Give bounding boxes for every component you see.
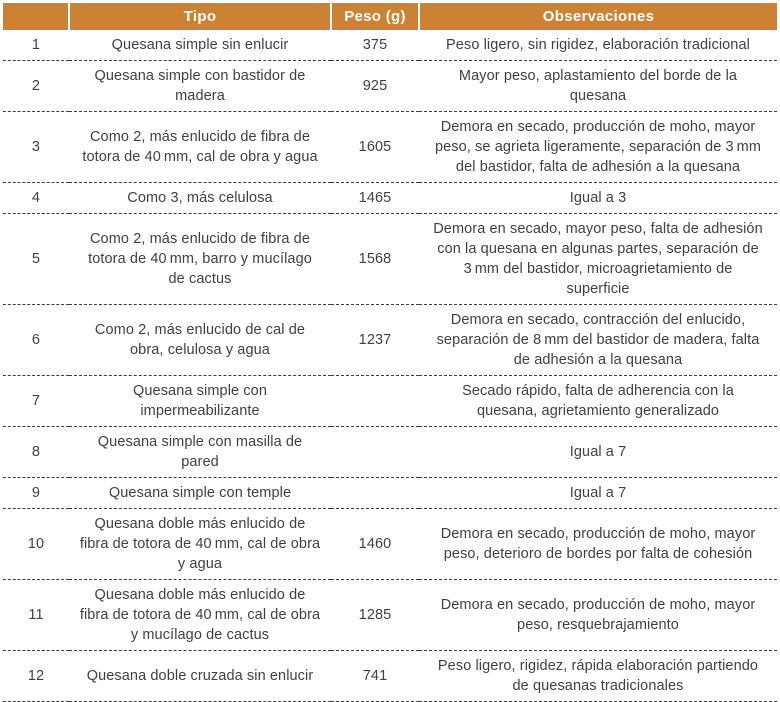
tipo-cell: Quesana simple con impermeabilizante: [69, 375, 331, 427]
header-peso: Peso (g): [330, 3, 419, 30]
peso-cell: 1460: [331, 508, 419, 580]
row-number-cell: 12: [3, 650, 69, 702]
tipo-cell: Quesana simple sin enlucir: [69, 30, 331, 61]
row-number-cell: 8: [3, 426, 69, 478]
tipo-cell: Quesana doble cruzada sin enlucir: [69, 650, 331, 702]
tipo-cell: Quesana doble más enlucido de fibra de t…: [69, 579, 331, 651]
observaciones-cell: Demora en secado, contracción del enluci…: [419, 304, 777, 376]
tipo-cell: Quesana doble más enlucido de fibra de t…: [69, 508, 331, 580]
table-row: 1 Quesana simple sin enlucir 375 Peso li…: [3, 30, 777, 61]
table-row: 10 Quesana doble más enlucido de fibra d…: [3, 508, 777, 580]
table-row: 12 Quesana doble cruzada sin enlucir 741…: [3, 650, 777, 702]
row-number-cell: 4: [3, 182, 69, 214]
header-observaciones: Observaciones: [418, 3, 777, 30]
peso-cell: 1285: [331, 579, 419, 651]
table-row: 8 Quesana simple con masilla de pared Ig…: [3, 426, 777, 478]
observaciones-cell: Mayor peso, aplastamiento del borde de l…: [419, 60, 777, 112]
tipo-cell: Quesana simple con temple: [69, 477, 331, 509]
peso-cell: [331, 477, 419, 509]
row-number-cell: 3: [3, 111, 69, 183]
tipo-cell: Quesana simple con masilla de pared: [69, 426, 331, 478]
row-number-cell: 11: [3, 579, 69, 651]
header-empty: [3, 3, 69, 30]
observaciones-cell: Igual a 3: [419, 182, 777, 214]
observaciones-cell: Peso ligero, sin rigidez, elaboración tr…: [419, 30, 777, 61]
row-number-cell: 6: [3, 304, 69, 376]
peso-cell: [331, 375, 419, 427]
peso-cell: 1465: [331, 182, 419, 214]
table-row: 4 Como 3, más celulosa 1465 Igual a 3: [3, 182, 777, 214]
tipo-cell: Quesana simple con bastidor de madera: [69, 60, 331, 112]
row-number-cell: 5: [3, 213, 69, 305]
table-row: 7 Quesana simple con impermeabilizante S…: [3, 375, 777, 427]
table-row: 2 Quesana simple con bastidor de madera …: [3, 60, 777, 112]
peso-cell: 741: [331, 650, 419, 702]
table-row: 5 Como 2, más enlucido de fibra de totor…: [3, 213, 777, 305]
table-row: 11 Quesana doble más enlucido de fibra d…: [3, 579, 777, 651]
row-number-cell: 7: [3, 375, 69, 427]
observaciones-cell: Demora en secado, producción de moho, ma…: [419, 508, 777, 580]
table-row: 9 Quesana simple con temple Igual a 7: [3, 477, 777, 509]
peso-cell: 1605: [331, 111, 419, 183]
tipo-cell: Como 3, más celulosa: [69, 182, 331, 214]
table-row: 3 Como 2, más enlucido de fibra de totor…: [3, 111, 777, 183]
row-number-cell: 10: [3, 508, 69, 580]
observaciones-cell: Peso ligero, rigidez, rápida elaboración…: [419, 650, 777, 702]
peso-cell: [331, 426, 419, 478]
row-number-cell: 2: [3, 60, 69, 112]
peso-cell: 375: [331, 30, 419, 61]
observaciones-cell: Demora en secado, mayor peso, falta de a…: [419, 213, 777, 305]
header-tipo: Tipo: [68, 3, 331, 30]
observaciones-cell: Demora en secado, producción de moho, ma…: [419, 111, 777, 183]
tipo-cell: Como 2, más enlucido de fibra de totora …: [69, 111, 331, 183]
peso-cell: 1237: [331, 304, 419, 376]
quesana-comparison-table: Tipo Peso (g) Observaciones 1 Quesana si…: [3, 3, 777, 702]
observaciones-cell: Demora en secado, producción de moho, ma…: [419, 579, 777, 651]
page-container: Tipo Peso (g) Observaciones 1 Quesana si…: [3, 3, 777, 702]
row-number-cell: 9: [3, 477, 69, 509]
peso-cell: 925: [331, 60, 419, 112]
observaciones-cell: Igual a 7: [419, 426, 777, 478]
tipo-cell: Como 2, más enlucido de cal de obra, cel…: [69, 304, 331, 376]
header-row: Tipo Peso (g) Observaciones: [3, 3, 777, 30]
table-row: 6 Como 2, más enlucido de cal de obra, c…: [3, 304, 777, 376]
observaciones-cell: Igual a 7: [419, 477, 777, 509]
row-number-cell: 1: [3, 30, 69, 61]
peso-cell: 1568: [331, 213, 419, 305]
observaciones-cell: Secado rápido, falta de adherencia con l…: [419, 375, 777, 427]
tipo-cell: Como 2, más enlucido de fibra de totora …: [69, 213, 331, 305]
